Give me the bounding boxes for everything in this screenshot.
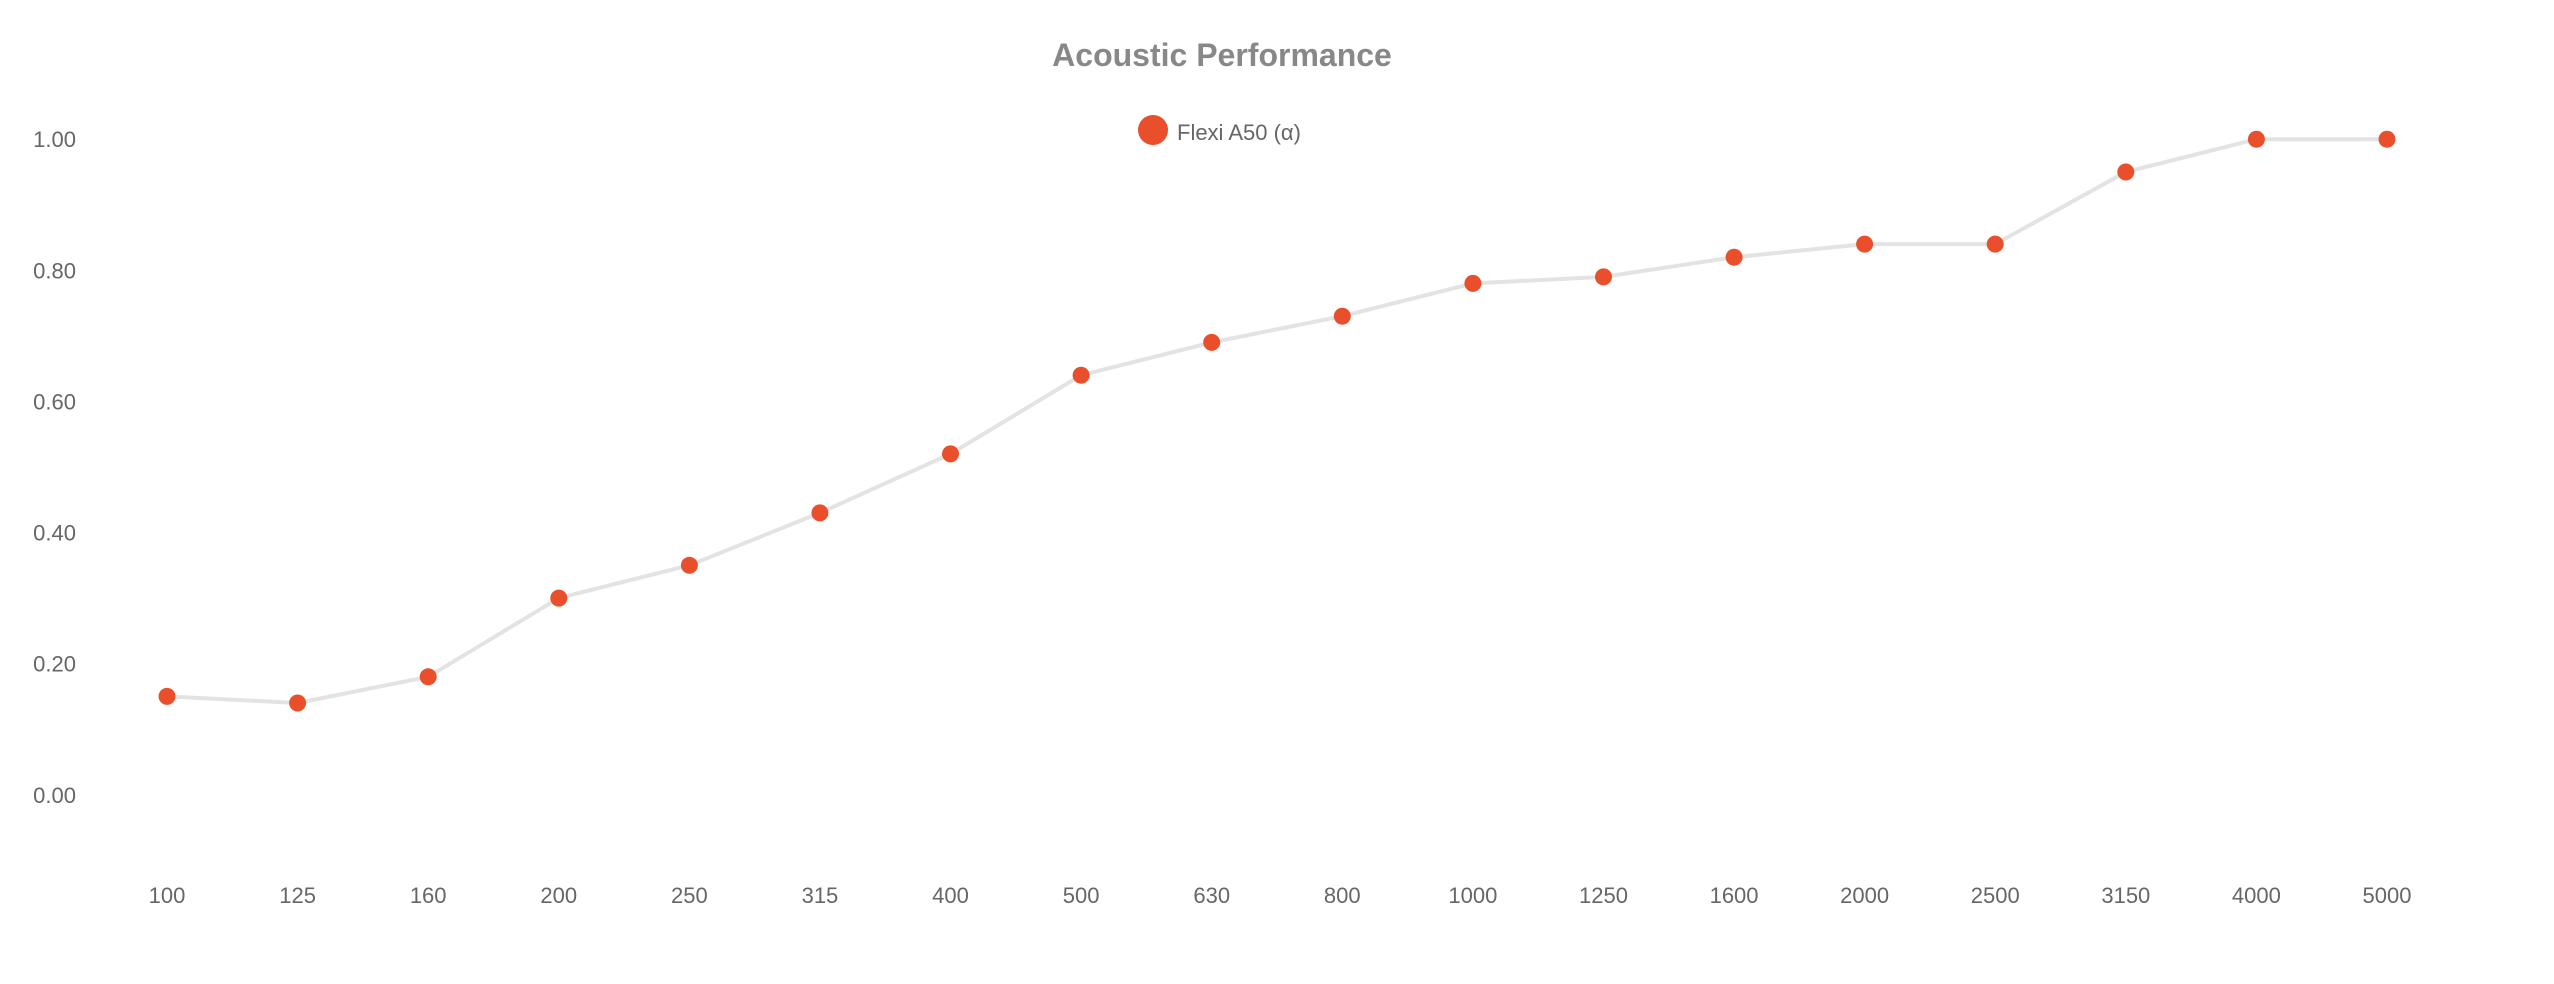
data-point[interactable] [1333,307,1351,325]
y-tick-label: 0.20 [33,652,76,677]
y-tick-label: 1.00 [33,127,76,152]
x-tick-label: 800 [1324,883,1361,908]
x-tick-label: 160 [410,883,447,908]
data-point[interactable] [1072,366,1090,384]
data-point[interactable] [1595,268,1612,286]
series-line [166,137,2387,705]
data-point[interactable] [550,589,568,607]
x-tick-label: 500 [1063,883,1100,908]
data-point[interactable] [680,556,698,574]
data-point[interactable] [2117,163,2135,181]
y-tick-label: 0.80 [33,258,76,283]
x-tick-label: 1000 [1448,883,1497,908]
data-point[interactable] [419,668,437,686]
x-tick-label: 4000 [2232,883,2281,908]
x-tick-label: 315 [802,883,839,908]
data-point[interactable] [289,694,307,712]
data-point[interactable] [1986,235,2004,253]
data-point[interactable] [1464,274,1482,292]
legend[interactable]: Flexi A50 (α) [1138,115,1301,145]
x-tick-label: 1600 [1710,883,1759,908]
x-tick-label: 3150 [2101,883,2150,908]
x-tick-label: 250 [671,883,708,908]
chart-title: Acoustic Performance [1052,37,1392,73]
y-axis: 0.00 0.20 0.40 0.60 0.80 1.00 [33,127,76,808]
x-tick-label: 200 [540,883,577,908]
y-tick-label: 0.60 [33,389,76,414]
data-point[interactable] [942,445,959,463]
x-axis: 100 125 160 200 250 315 400 500 630 800 1000 1250 16… [149,883,2412,908]
x-tick-label: 5000 [2363,883,2412,908]
legend-label: Flexi A50 (α) [1177,120,1301,145]
y-tick-label: 0.40 [33,521,76,546]
x-tick-label: 2500 [1971,883,2020,908]
data-point[interactable] [2247,130,2265,148]
data-point[interactable] [2378,130,2396,148]
data-point[interactable] [158,687,176,705]
series-flexi-a50 [158,130,2396,712]
data-point[interactable] [1725,248,1743,266]
x-tick-label: 400 [932,883,969,908]
data-point[interactable] [1203,333,1221,351]
data-point[interactable] [1856,235,1874,253]
x-tick-label: 125 [279,883,316,908]
x-tick-label: 100 [149,883,186,908]
x-tick-label: 630 [1193,883,1230,908]
data-point[interactable] [811,504,829,522]
x-tick-label: 1250 [1579,883,1628,908]
legend-marker-icon [1138,115,1168,145]
y-tick-label: 0.00 [33,783,76,808]
x-tick-label: 2000 [1840,883,1889,908]
